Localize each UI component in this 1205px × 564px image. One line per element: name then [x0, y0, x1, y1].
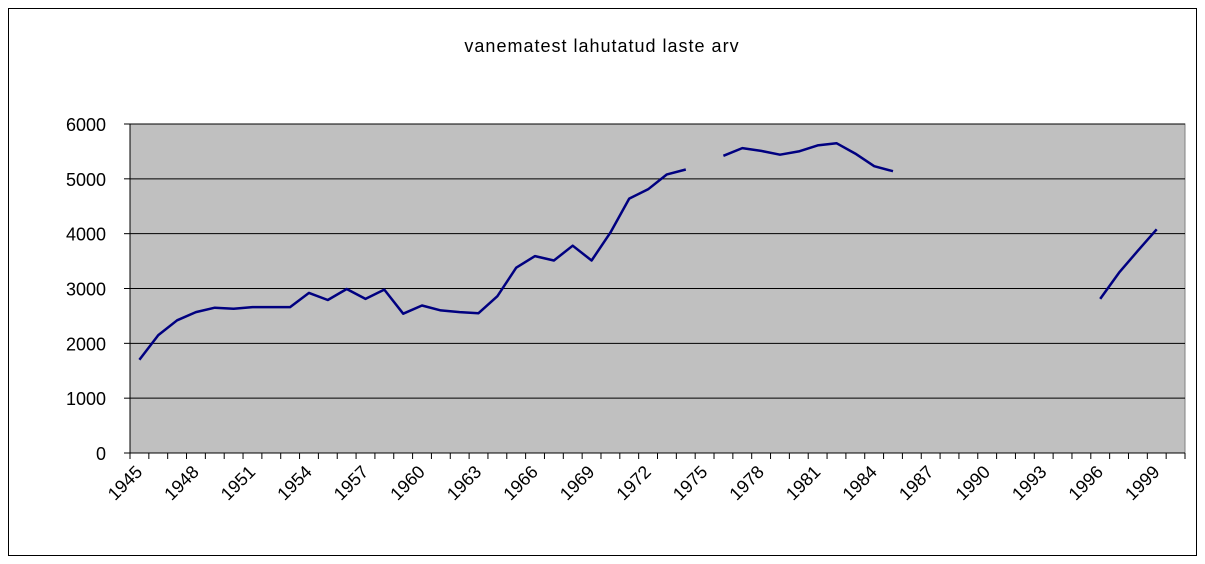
y-tick-label: 1000 [66, 389, 106, 409]
y-tick-label: 4000 [66, 225, 106, 245]
y-tick-label: 6000 [66, 115, 106, 135]
data-line [138, 141, 1158, 361]
y-tick-label: 5000 [66, 170, 106, 190]
y-tick-label: 2000 [66, 334, 106, 354]
chart-title: vanematest lahutatud laste arv [464, 36, 739, 56]
y-tick-label: 0 [96, 444, 106, 464]
y-tick-label: 3000 [66, 280, 106, 300]
